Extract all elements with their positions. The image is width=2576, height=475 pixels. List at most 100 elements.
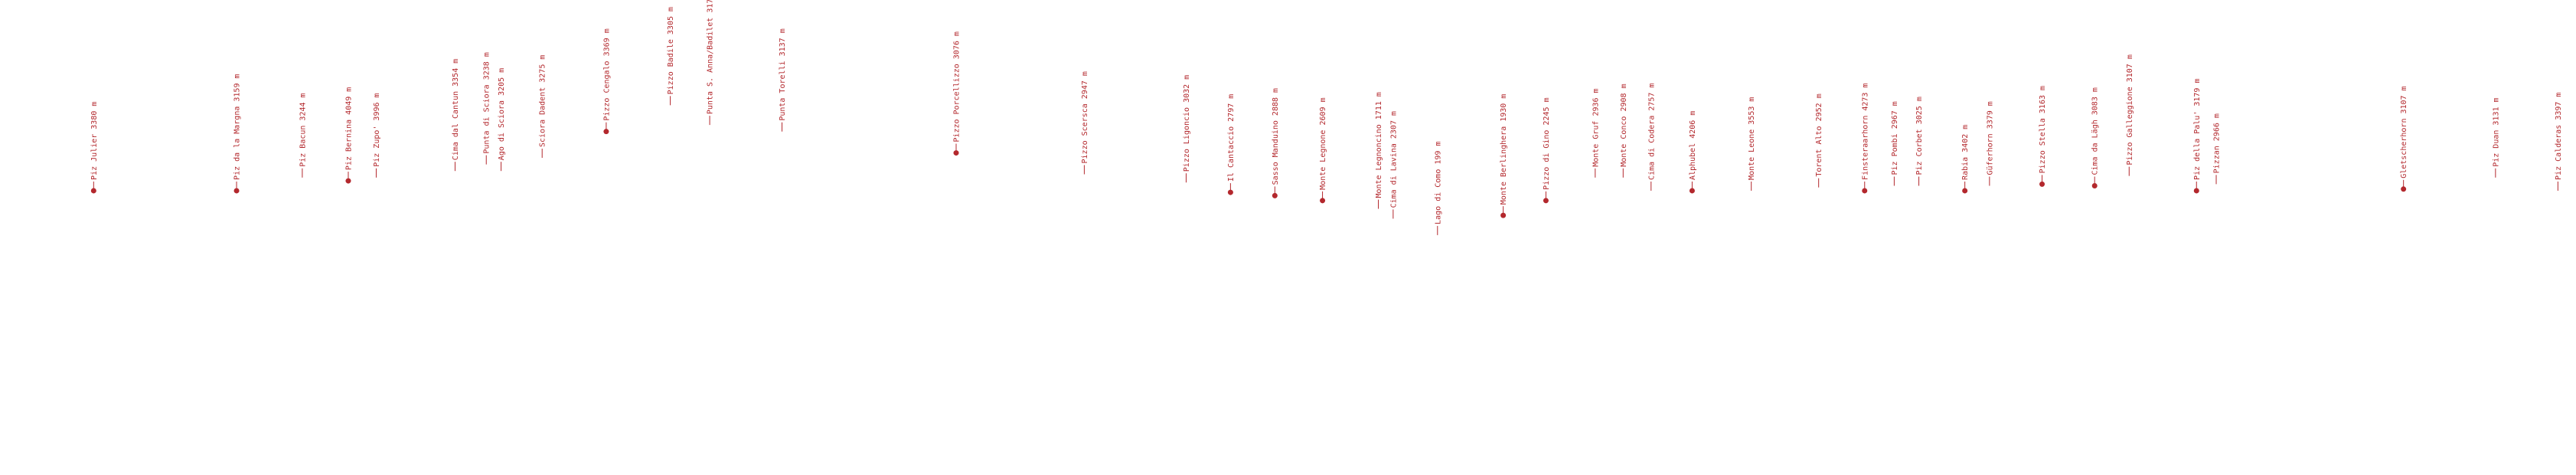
peak-label: Pizzo Scersca 2947 m — [1081, 71, 1089, 163]
peak-label: Cima di Codera 2757 m — [1647, 84, 1656, 180]
peak-marker: Ago di Sciora 3205 m — [498, 68, 506, 172]
peak-marker: Finsteraarhorn 4273 m — [1861, 84, 1869, 194]
peak-marker: Cima di Codera 2757 m — [1647, 84, 1656, 191]
peak-label: Cima dal Cantun 3354 m — [452, 59, 460, 160]
peak-dot — [2091, 183, 2098, 189]
peak-label: Punta Torelli 3137 m — [779, 28, 787, 120]
peak-label: Lago di Como 199 m — [1434, 142, 1442, 224]
peak-dot — [1272, 192, 1278, 198]
peak-dot — [345, 178, 351, 184]
peak-label: Gletscherhorn 3107 m — [2400, 86, 2408, 178]
peak-marker: Piz della Palu' 3179 m — [2193, 78, 2202, 194]
peak-marker: Monte Gruf 2936 m — [1592, 88, 1600, 178]
peak-marker: Sciora Dadent 3275 m — [539, 55, 547, 159]
peak-marker: Piz Pombi 2967 m — [1891, 101, 1899, 186]
peak-dot — [1320, 198, 1326, 204]
peak-label: Cima da Lägh 3083 m — [2091, 87, 2100, 175]
peak-marker: Monte Legnoncino 1711 m — [1375, 92, 1383, 209]
peak-dot — [2401, 186, 2407, 192]
peak-label: Pizzo di Gino 2245 m — [1543, 97, 1551, 189]
peak-dot — [1500, 212, 1507, 218]
peak-marker: Cima di Lavina 2307 m — [1389, 111, 1398, 219]
peak-label: Monte Conco 2908 m — [1620, 84, 1628, 166]
peak-marker: Monte Berlinghera 1930 m — [1500, 94, 1508, 218]
peak-marker: Pizzan 2966 m — [2213, 113, 2222, 185]
peak-label: Monte Gruf 2936 m — [1592, 88, 1600, 166]
peak-marker: Alphubel 4206 m — [1689, 111, 1697, 194]
peak-marker: Pizzo Galleggione 3107 m — [2126, 54, 2134, 176]
peak-marker: Sasso Manduino 2888 m — [1272, 88, 1280, 198]
peak-label: Sasso Manduino 2888 m — [1272, 88, 1280, 185]
peak-dot — [1543, 198, 1549, 204]
peak-marker: Piz Calderas 3397 m — [2555, 93, 2563, 191]
peak-label: Piz Bernina 4049 m — [344, 87, 353, 170]
peak-label: Piz Calderas 3397 m — [2555, 93, 2563, 180]
peak-marker: Pizzo Stella 3163 m — [2039, 86, 2047, 187]
peak-marker: Cima da Lägh 3083 m — [2091, 87, 2100, 189]
peak-marker: Piz Bacun 3244 m — [299, 93, 307, 178]
peak-label: Sciora Dadent 3275 m — [539, 55, 547, 147]
peak-dot — [233, 188, 240, 194]
peak-dot — [603, 129, 609, 135]
peak-label: Pizzo Galleggione 3107 m — [2126, 54, 2134, 165]
peak-label: Alphubel 4206 m — [1689, 111, 1697, 180]
peak-marker: Monte Conco 2908 m — [1620, 84, 1628, 178]
peak-marker: Piz Duan 3131 m — [2492, 97, 2500, 178]
peak-label: Monte Berlinghera 1930 m — [1500, 94, 1508, 205]
peak-marker: Pizzo Ligoncio 3032 m — [1183, 75, 1191, 183]
peak-marker: Pizzo Cengalo 3369 m — [602, 28, 611, 135]
peak-label: Pizzo Badile 3305 m — [667, 7, 675, 94]
peak-label: Cima di Lavina 2307 m — [1389, 111, 1398, 208]
peak-label: Monte Legnoncino 1711 m — [1375, 92, 1383, 198]
peak-label: Il Cantaccio 2797 m — [1227, 94, 1236, 182]
peak-marker: Piz Julier 3380 m — [90, 102, 99, 194]
peak-label: Monte Legnone 2609 m — [1319, 97, 1327, 189]
peak-dot — [953, 150, 959, 156]
peak-label: Pizzan 2966 m — [2213, 113, 2222, 173]
peak-marker: Rabia 3402 m — [1961, 125, 1970, 194]
peak-marker: Pizzo Badile 3305 m — [667, 7, 675, 106]
peak-marker: Punta Torelli 3137 m — [779, 28, 787, 132]
peak-label: Pizzo Porcellizzo 3076 m — [952, 31, 961, 142]
peak-marker: Gletscherhorn 3107 m — [2400, 86, 2408, 192]
peak-marker: Punta di Sciora 3238 m — [483, 52, 491, 165]
peak-label: Monte Leone 3553 m — [1748, 97, 1756, 180]
peak-dot — [1227, 189, 1233, 195]
peak-label: Piz Corbet 3025 m — [1915, 97, 1924, 175]
peak-marker: Piz Bernina 4049 m — [344, 87, 353, 184]
peak-dot — [90, 188, 96, 194]
peak-marker: Piz da la Margna 3159 m — [233, 74, 242, 194]
peak-label: Pizzo Stella 3163 m — [2039, 86, 2047, 173]
peak-marker: Il Cantaccio 2797 m — [1227, 94, 1236, 195]
peak-label: Piz Duan 3131 m — [2492, 97, 2500, 166]
peak-label: Pizzo Ligoncio 3032 m — [1183, 75, 1191, 172]
peak-label: Piz della Palu' 3179 m — [2193, 78, 2202, 179]
peak-dot — [2193, 188, 2199, 194]
peak-label: Piz Pombi 2967 m — [1891, 101, 1899, 175]
peak-marker: Monte Leone 3553 m — [1748, 97, 1756, 191]
peak-marker: Piz Zupo' 3996 m — [373, 93, 381, 178]
peak-label: Piz Bacun 3244 m — [299, 93, 307, 166]
peak-marker: Pizzo Porcellizzo 3076 m — [952, 31, 961, 156]
peak-marker: Güferhorn 3379 m — [1986, 101, 1994, 186]
peak-label: Punta S. Anna/Badilet 317 — [707, 0, 715, 114]
peak-dot — [2039, 181, 2045, 187]
peak-label: Torent Alto 2952 m — [1815, 93, 1823, 176]
peak-label: Piz Julier 3380 m — [90, 102, 99, 180]
peak-marker: Pizzo di Gino 2245 m — [1543, 97, 1551, 204]
peak-label: Ago di Sciora 3205 m — [498, 68, 506, 160]
peak-marker: Monte Legnone 2609 m — [1319, 97, 1327, 204]
peak-marker: Torent Alto 2952 m — [1815, 93, 1823, 188]
peak-dot — [1862, 188, 1868, 194]
peak-marker: Piz Corbet 3025 m — [1915, 97, 1924, 186]
peak-label: Rabia 3402 m — [1961, 125, 1970, 180]
peak-marker: Cima dal Cantun 3354 m — [452, 59, 460, 172]
peak-marker: Lago di Como 199 m — [1434, 142, 1442, 235]
peak-marker: Pizzo Scersca 2947 m — [1081, 71, 1089, 175]
peak-marker: Punta S. Anna/Badilet 317 — [707, 0, 715, 126]
peak-label: Punta di Sciora 3238 m — [483, 52, 491, 153]
peak-label: Pizzo Cengalo 3369 m — [602, 28, 611, 120]
